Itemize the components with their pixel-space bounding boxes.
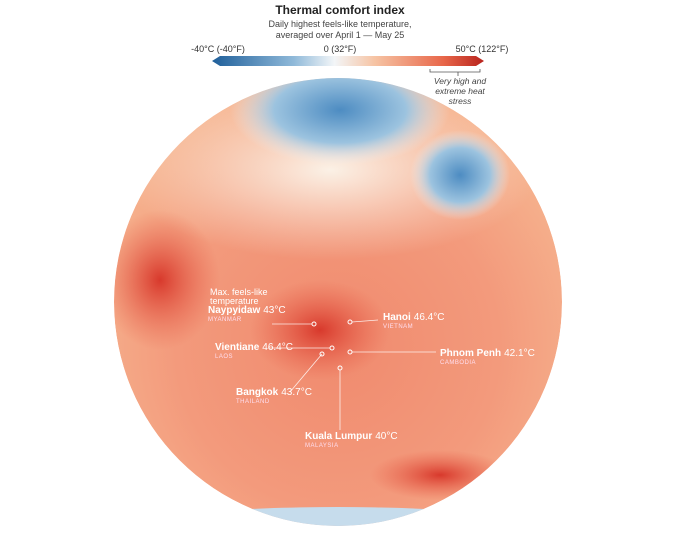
legend-label: 50°C (122°F) xyxy=(456,44,509,54)
city-name: Phnom Penh xyxy=(440,348,501,359)
city-name: Vientiane xyxy=(215,342,260,353)
legend-bracket xyxy=(429,69,481,73)
hot-zone xyxy=(250,280,390,380)
color-legend: -40°C (-40°F) 0 (32°F) 50°C (122°F) Very… xyxy=(191,44,508,106)
city-dot xyxy=(319,351,325,357)
city-temp: 46.4°C xyxy=(414,312,445,323)
subtitle: Daily highest feels-like temperature, xyxy=(268,19,411,29)
country-label: MYANMAR xyxy=(208,317,242,323)
cold-zone xyxy=(410,130,510,220)
city-name: Bangkok xyxy=(236,387,279,398)
hot-zone xyxy=(370,450,510,500)
legend-label: 0 (32°F) xyxy=(324,44,357,54)
city-dot xyxy=(337,365,343,371)
city-label: Phnom Penh 42.1°C xyxy=(440,348,535,359)
city-label: Vientiane 46.4°C xyxy=(215,342,293,353)
leader-line xyxy=(351,319,379,323)
city-dot xyxy=(347,319,353,325)
city-label: Naypyidaw 43°C xyxy=(208,305,286,316)
city-temp: 43.7°C xyxy=(281,387,312,398)
subtitle: averaged over April 1 — May 25 xyxy=(276,30,405,40)
city-label: Bangkok 43.7°C xyxy=(236,387,312,398)
hot-zone xyxy=(114,210,220,350)
annotation: temperature xyxy=(210,296,259,306)
city-label: Hanoi 46.4°C xyxy=(383,312,444,323)
country-label: CAMBODIA xyxy=(440,360,476,366)
legend-label: -40°C (-40°F) xyxy=(191,44,245,54)
legend-bar xyxy=(212,56,484,66)
country-label: VIETNAM xyxy=(383,324,413,330)
city-temp: 42.1°C xyxy=(504,348,535,359)
annotations: Max. feels-like temperature xyxy=(210,287,436,430)
legend-note: extreme heat xyxy=(435,86,485,96)
country-label: LAOS xyxy=(215,354,233,360)
legend-note: Very high and xyxy=(434,76,486,86)
city-temp: 40°C xyxy=(375,431,397,442)
country-label: THAILAND xyxy=(236,399,270,405)
title: Thermal comfort index xyxy=(275,3,405,17)
cold-zone xyxy=(148,507,528,526)
city-temp: 46.4°C xyxy=(262,342,293,353)
globe xyxy=(114,78,562,526)
city-dot xyxy=(329,345,335,351)
city-name: Naypyidaw xyxy=(208,305,260,316)
cold-zone xyxy=(230,78,450,165)
annotation: Max. feels-like xyxy=(210,287,268,297)
city-name: Hanoi xyxy=(383,312,411,323)
leader-line xyxy=(289,353,323,393)
city-temp: 43°C xyxy=(263,305,285,316)
city-label: Kuala Lumpur 40°C xyxy=(305,431,398,442)
city-dot xyxy=(311,321,317,327)
country-label: MALAYSIA xyxy=(305,443,339,449)
city-name: Kuala Lumpur xyxy=(305,431,372,442)
city-dot xyxy=(347,349,353,355)
legend-note: stress xyxy=(449,96,472,106)
